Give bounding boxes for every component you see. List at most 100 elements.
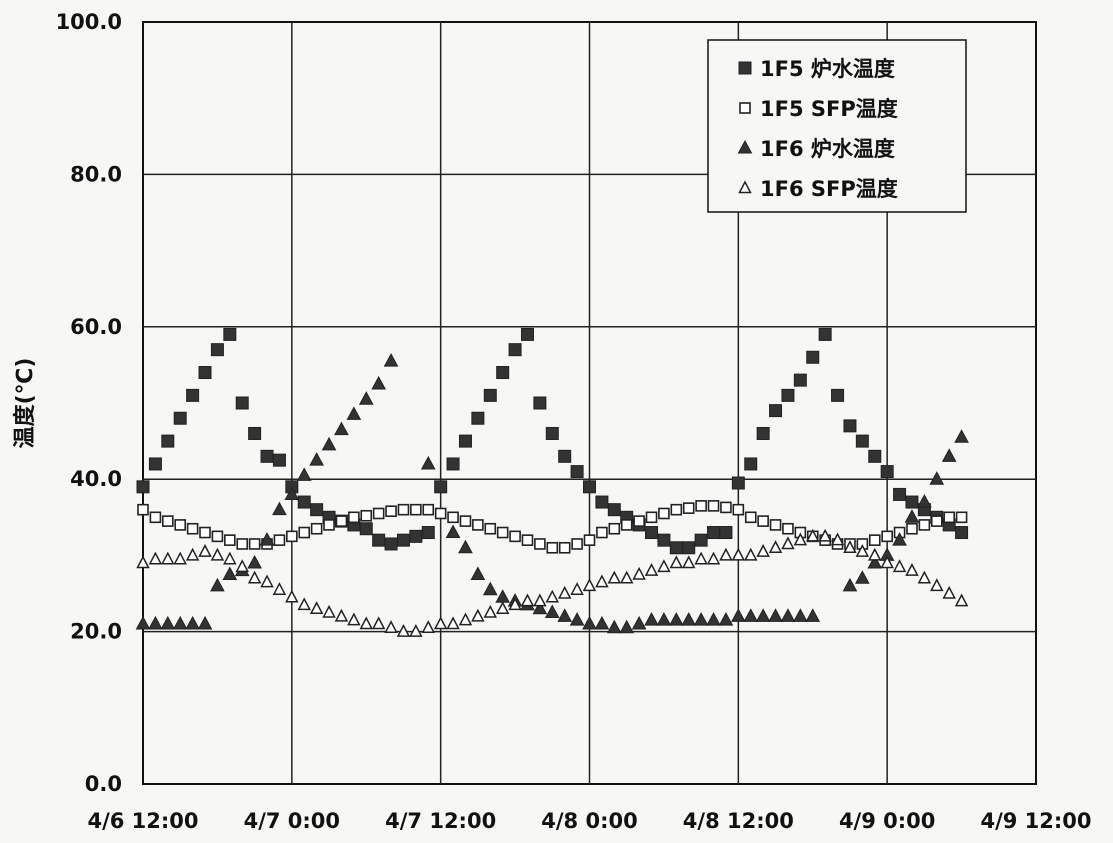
- x-tick-labels: 4/6 12:00 4/7 0:00 4/7 12:00 4/8 0:00 4/8 12…: [87, 809, 1091, 833]
- data-point: [445, 524, 461, 539]
- data-point: [583, 480, 596, 494]
- data-point: [868, 547, 882, 561]
- data-point: [346, 406, 362, 420]
- data-point: [619, 570, 634, 584]
- data-point: [707, 500, 720, 512]
- data-point: [161, 551, 175, 565]
- data-point: [384, 537, 398, 551]
- data-point: [905, 563, 919, 576]
- data-point: [309, 452, 324, 466]
- series-3: [135, 353, 969, 634]
- data-point: [409, 623, 423, 637]
- data-point: [384, 620, 398, 634]
- data-point: [136, 480, 150, 494]
- data-point: [769, 404, 783, 418]
- data-point: [298, 526, 311, 539]
- data-point: [868, 534, 881, 546]
- data-point: [805, 608, 821, 622]
- data-point: [955, 526, 969, 540]
- data-point: [545, 426, 559, 440]
- data-point: [546, 541, 559, 554]
- data-point: [447, 511, 459, 524]
- data-point: [731, 476, 745, 490]
- data-point: [793, 373, 807, 387]
- x-tick-label: 4/9 12:00: [980, 809, 1091, 833]
- data-point: [558, 541, 571, 554]
- y-tick-labels: 0.0 20.0 40.0 60.0 80.0 100.0: [56, 10, 122, 796]
- data-point: [930, 578, 944, 592]
- data-point: [359, 522, 373, 536]
- data-point: [720, 501, 732, 514]
- data-point: [185, 615, 200, 630]
- data-point: [162, 515, 174, 527]
- x-tick-label: 4/6 12:00: [87, 809, 198, 833]
- data-point: [582, 578, 597, 592]
- data-point: [594, 615, 610, 630]
- data-point: [942, 585, 956, 599]
- data-point: [272, 582, 287, 595]
- data-point: [372, 533, 386, 547]
- data-point: [458, 612, 473, 626]
- data-point: [383, 353, 399, 367]
- data-point: [259, 532, 275, 546]
- data-point: [496, 366, 510, 380]
- data-point: [657, 559, 671, 573]
- data-point: [695, 500, 707, 512]
- data-point: [472, 519, 484, 531]
- data-point: [211, 530, 224, 543]
- data-point: [396, 533, 410, 547]
- data-point: [210, 343, 224, 357]
- data-point: [743, 547, 758, 561]
- data-point: [210, 577, 225, 592]
- data-point: [806, 528, 820, 542]
- data-point: [843, 419, 857, 433]
- data-point: [929, 471, 945, 485]
- data-point: [247, 570, 262, 584]
- data-point: [471, 608, 485, 622]
- data-point: [534, 538, 546, 550]
- data-point: [867, 554, 883, 569]
- legend-marker: [739, 102, 751, 114]
- data-point: [855, 543, 870, 557]
- data-point: [471, 411, 485, 425]
- data-point: [360, 509, 373, 522]
- data-point: [855, 434, 869, 448]
- data-point: [607, 570, 622, 584]
- data-point: [793, 532, 808, 546]
- data-point: [136, 555, 150, 569]
- data-point: [571, 538, 583, 550]
- data-point: [706, 612, 721, 626]
- x-tick-label: 4/8 12:00: [683, 809, 794, 833]
- data-point: [160, 615, 176, 630]
- legend-label: 1F6 SFP温度: [760, 177, 898, 201]
- data-point: [682, 541, 696, 555]
- data-point: [557, 608, 573, 622]
- series-1: [136, 327, 969, 555]
- y-tick-label: 40.0: [70, 467, 122, 491]
- data-point: [286, 530, 298, 543]
- data-point: [645, 526, 659, 540]
- data-point: [731, 547, 746, 561]
- x-tick-label: 4/9 0:00: [839, 809, 935, 833]
- data-point: [385, 505, 397, 518]
- data-point: [570, 465, 584, 479]
- data-point: [782, 522, 794, 535]
- data-point: [260, 574, 274, 588]
- data-point: [756, 543, 770, 557]
- data-point: [893, 487, 907, 501]
- data-point: [459, 515, 472, 527]
- data-point: [495, 601, 510, 614]
- data-point: [730, 608, 746, 622]
- data-point: [917, 494, 932, 508]
- data-point: [607, 503, 621, 517]
- data-point: [198, 366, 212, 380]
- legend-marker: [737, 139, 753, 154]
- data-point: [446, 457, 460, 471]
- data-point: [520, 593, 535, 607]
- data-point: [694, 533, 708, 547]
- data-point: [434, 507, 447, 520]
- data-point: [296, 467, 312, 481]
- data-point: [881, 530, 893, 543]
- data-point: [309, 601, 324, 614]
